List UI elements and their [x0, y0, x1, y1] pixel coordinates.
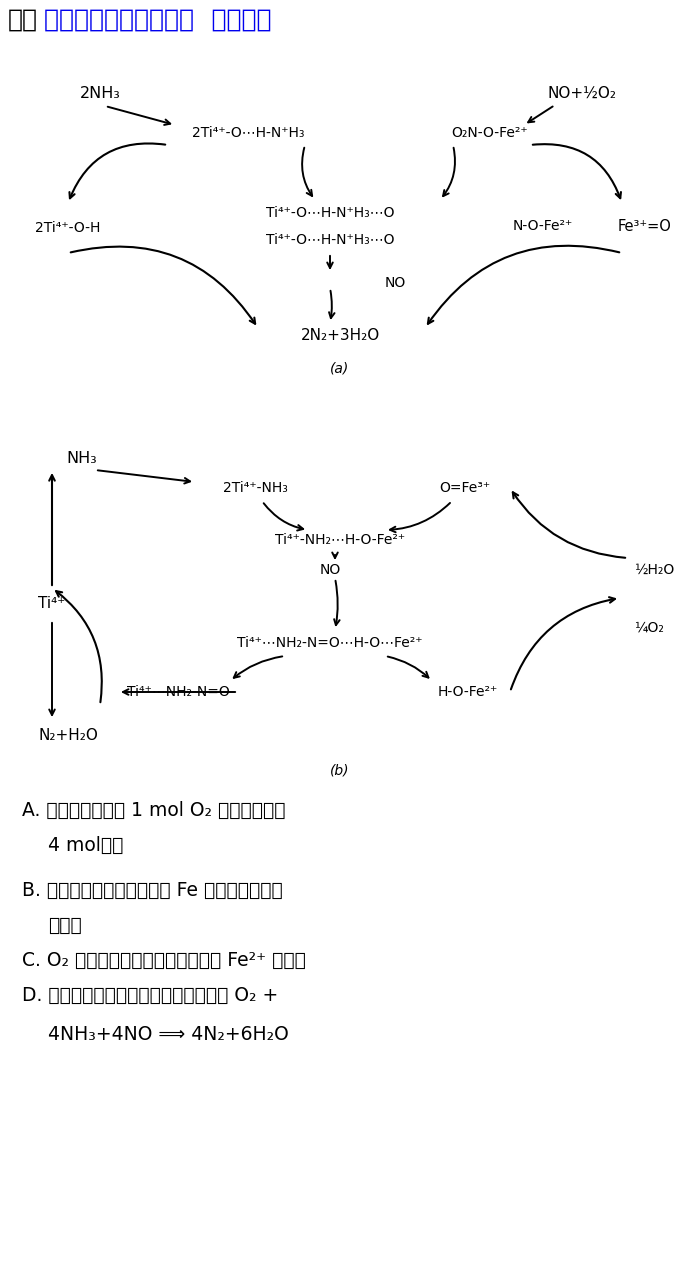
Text: 2Ti⁴⁺-O⋯H-N⁺H₃: 2Ti⁴⁺-O⋯H-N⁺H₃: [192, 126, 304, 140]
Text: (a): (a): [330, 361, 349, 375]
Text: C. O₂ 在高温段反应中主要起到氧化 Fe²⁺ 的作用: C. O₂ 在高温段反应中主要起到氧化 Fe²⁺ 的作用: [22, 951, 306, 970]
Text: 了变化: 了变化: [48, 916, 82, 935]
Text: O=Fe³⁺: O=Fe³⁺: [440, 480, 491, 495]
Text: O₂N-O-Fe²⁺: O₂N-O-Fe²⁺: [452, 126, 528, 140]
Text: N₂+H₂O: N₂+H₂O: [38, 728, 98, 742]
Text: 应原: 应原: [8, 8, 38, 32]
Text: 微信公众号局错的途：  趣找答案: 微信公众号局错的途： 趣找答案: [44, 8, 272, 32]
Text: NH₃: NH₃: [66, 451, 97, 465]
Text: N-O-Fe²⁺: N-O-Fe²⁺: [513, 219, 573, 233]
Text: Ti⁴⁺⋯NH₂-N=O: Ti⁴⁺⋯NH₂-N=O: [127, 685, 230, 699]
Text: A. 低温段反应每有 1 mol O₂ 参加反应转移: A. 低温段反应每有 1 mol O₂ 参加反应转移: [22, 801, 286, 819]
Text: Fe³⁺=O: Fe³⁺=O: [618, 219, 672, 233]
Text: Ti⁴⁺-NH₂⋯H-O-Fe²⁺: Ti⁴⁺-NH₂⋯H-O-Fe²⁺: [275, 533, 405, 547]
Text: ¼O₂: ¼O₂: [634, 621, 664, 635]
Text: (b): (b): [330, 762, 350, 777]
Text: NO+½O₂: NO+½O₂: [547, 85, 617, 100]
Text: Ti⁴⁺: Ti⁴⁺: [38, 595, 66, 611]
Text: H-O-Fe²⁺: H-O-Fe²⁺: [438, 685, 498, 699]
Text: Ti⁴⁺-O⋯H-N⁺H₃⋯O: Ti⁴⁺-O⋯H-N⁺H₃⋯O: [266, 206, 394, 220]
Text: 4NH₃+4NO ⟹ 4N₂+6H₂O: 4NH₃+4NO ⟹ 4N₂+6H₂O: [48, 1025, 288, 1045]
Text: Ti⁴⁺⋯NH₂-N=O⋯H-O⋯Fe²⁺: Ti⁴⁺⋯NH₂-N=O⋯H-O⋯Fe²⁺: [237, 636, 423, 650]
Text: 2Ti⁴⁺-O-H: 2Ti⁴⁺-O-H: [35, 222, 101, 234]
Text: D. 高温和低温时，反应的总方程式都为 O₂ +: D. 高温和低温时，反应的总方程式都为 O₂ +: [22, 985, 279, 1005]
Text: ½H₂O: ½H₂O: [634, 563, 674, 577]
Text: 2NH₃: 2NH₃: [80, 85, 120, 100]
Text: 2N₂+3H₂O: 2N₂+3H₂O: [300, 327, 379, 343]
Text: NO: NO: [385, 276, 406, 290]
Text: B. 高温和低温时，催化剂中 Fe 的化合价都发生: B. 高温和低温时，催化剂中 Fe 的化合价都发生: [22, 881, 283, 899]
Text: Ti⁴⁺-O⋯H-N⁺H₃⋯O: Ti⁴⁺-O⋯H-N⁺H₃⋯O: [266, 233, 394, 247]
Text: 2Ti⁴⁺-NH₃: 2Ti⁴⁺-NH₃: [223, 480, 288, 495]
Text: 4 mol电子: 4 mol电子: [48, 836, 123, 854]
Text: NO: NO: [320, 563, 342, 577]
